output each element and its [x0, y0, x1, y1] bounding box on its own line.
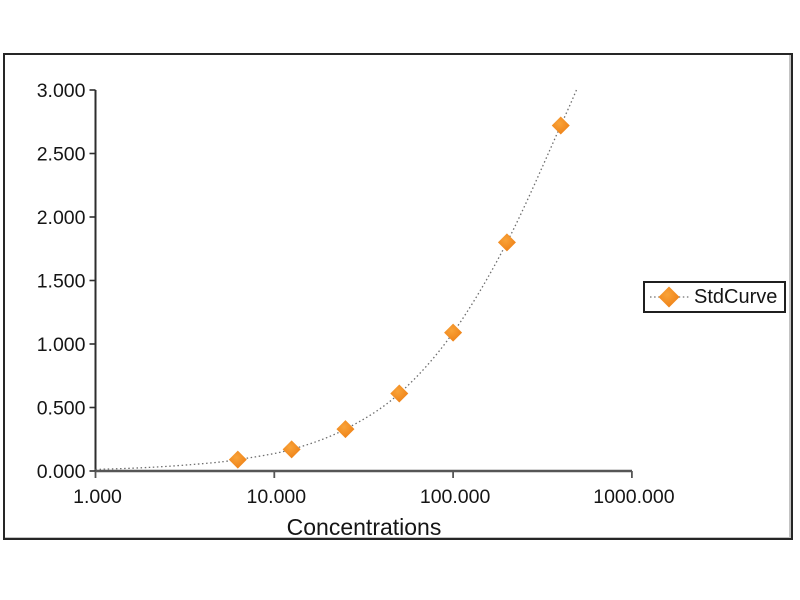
x-tick-label: 1.000 — [73, 486, 122, 508]
y-tick-label: 1.000 — [37, 334, 86, 356]
data-point-marker — [390, 384, 409, 403]
data-point-marker — [282, 440, 301, 459]
data-point-marker — [444, 323, 463, 342]
x-tick-label: 1000.000 — [593, 486, 674, 508]
legend-label: StdCurve — [694, 286, 778, 308]
y-tick-label: 0.500 — [37, 398, 86, 420]
y-tick-label: 3.000 — [37, 80, 86, 102]
y-tick-label: 2.500 — [37, 144, 86, 166]
legend: StdCurve — [643, 281, 786, 313]
y-tick-label: 0.000 — [37, 461, 86, 483]
y-tick-label: 1.500 — [37, 271, 86, 293]
data-point-marker — [336, 420, 355, 439]
data-point-marker — [228, 450, 247, 469]
x-axis-title: Concentrations — [286, 514, 442, 540]
diamond-marker-icon — [650, 286, 689, 308]
chart-frame: 3.000 2.500 2.000 1.500 1.000 0.500 0.000 1.000… — [3, 53, 793, 540]
y-tick-label: 2.000 — [37, 207, 86, 229]
x-tick-label: 10.000 — [246, 486, 306, 508]
fit-curve-line — [95, 88, 578, 471]
data-point-marker — [497, 233, 516, 252]
x-tick-label: 100.000 — [420, 486, 491, 508]
plot-area: 3.000 2.500 2.000 1.500 1.000 0.500 0.000 1.000… — [37, 80, 675, 508]
data-point-marker — [551, 116, 570, 135]
